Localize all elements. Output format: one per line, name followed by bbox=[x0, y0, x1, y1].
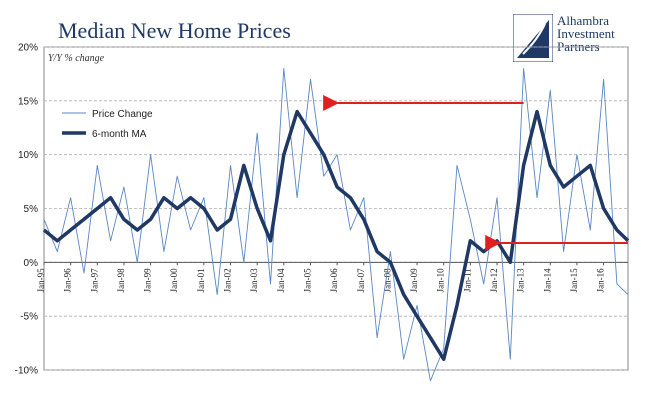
x-tick-label: Jan-96 bbox=[63, 268, 73, 292]
brand-line-2: Investment bbox=[557, 26, 615, 41]
alhambra-logo-icon bbox=[513, 14, 553, 62]
legend-label: Price Change bbox=[92, 109, 153, 120]
x-tick-label: Jan-16 bbox=[596, 268, 606, 292]
x-tick-label: Jan-14 bbox=[542, 268, 552, 292]
brand-line-1: Alhambra bbox=[557, 13, 609, 28]
x-tick-label: Jan-00 bbox=[169, 268, 179, 292]
y-tick-label: -5% bbox=[20, 312, 38, 323]
x-tick-label: Jan-04 bbox=[276, 268, 286, 292]
y-tick-label: -10% bbox=[15, 366, 38, 377]
y-tick-label: 10% bbox=[18, 150, 38, 161]
x-tick-label: Jan-01 bbox=[196, 268, 206, 292]
y-tick-label: 0% bbox=[24, 258, 39, 269]
x-tick-label: Jan-12 bbox=[489, 268, 499, 292]
x-tick-label: Jan-09 bbox=[409, 268, 419, 292]
x-tick-label: Jan-07 bbox=[356, 268, 366, 292]
brand-name: Alhambra Investment Partners bbox=[557, 14, 615, 53]
x-tick-label: Jan-06 bbox=[329, 268, 339, 292]
x-tick-label: Jan-99 bbox=[143, 268, 153, 292]
x-tick-label: Jan-97 bbox=[89, 268, 99, 292]
x-tick-label: Jan-98 bbox=[116, 268, 126, 292]
chart-title: Median New Home Prices bbox=[58, 18, 291, 43]
y-tick-label: 15% bbox=[18, 96, 38, 107]
x-tick-label: Jan-95 bbox=[36, 268, 46, 292]
x-tick-label: Jan-05 bbox=[302, 268, 312, 292]
x-tick-label: Jan-08 bbox=[382, 268, 392, 292]
x-tick-label: Jan-03 bbox=[249, 268, 259, 292]
y-tick-label: 20% bbox=[18, 43, 38, 54]
brand-logo: Alhambra Investment Partners bbox=[513, 14, 643, 66]
series-line-ma bbox=[42, 109, 630, 361]
x-tick-label: Jan-11 bbox=[462, 268, 472, 292]
chart-subtitle: Y/Y % change bbox=[48, 53, 105, 64]
x-tick-label: Jan-10 bbox=[436, 268, 446, 292]
x-tick-label: Jan-15 bbox=[569, 268, 579, 292]
legend-label: 6-month MA bbox=[92, 129, 147, 140]
x-tick-label: Jan-13 bbox=[516, 268, 526, 292]
x-tick-label: Jan-02 bbox=[223, 268, 233, 292]
y-tick-label: 5% bbox=[24, 204, 39, 215]
